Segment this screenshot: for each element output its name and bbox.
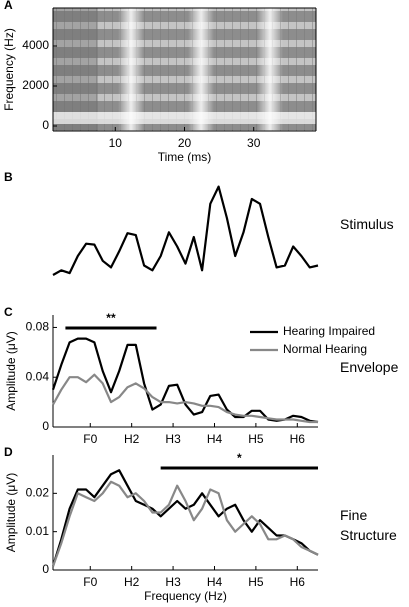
legend-label: Hearing Impaired <box>283 324 375 338</box>
panel-letter: B <box>4 170 13 184</box>
y-axis-label: Amplitude (μV) <box>4 331 18 411</box>
x-tick-label: H6 <box>290 575 306 589</box>
x-tick-label: 10 <box>109 136 123 150</box>
y-tick-label: 0.01 <box>26 524 50 538</box>
x-tick-label: 30 <box>247 136 261 150</box>
y-axis-label: Frequency (Hz) <box>2 28 16 111</box>
row-label: Fine Structure <box>340 507 397 543</box>
x-tick-label: H6 <box>290 432 306 446</box>
x-tick-label: H4 <box>207 432 223 446</box>
x-tick-label: H5 <box>248 575 264 589</box>
legend-label: Normal Hearing <box>283 342 367 356</box>
series-line <box>51 469 319 567</box>
x-tick-label: F0 <box>83 575 97 589</box>
x-tick-label: H2 <box>124 432 140 446</box>
y-tick-label: 0.04 <box>26 369 50 383</box>
series-line <box>51 337 319 424</box>
row-label: Envelope <box>340 359 399 375</box>
x-tick-label: F0 <box>83 432 97 446</box>
x-tick-label: H3 <box>165 432 181 446</box>
panel-letter: C <box>4 305 13 319</box>
significance-star: * <box>237 451 242 465</box>
y-tick-label: 0.08 <box>26 320 50 334</box>
x-tick-label: H5 <box>248 432 264 446</box>
stimulus-line <box>52 185 319 276</box>
y-axis-label: Amplitude (μV) <box>4 473 18 553</box>
x-tick-label: H2 <box>124 575 140 589</box>
series-line <box>51 480 319 567</box>
significance-star: ** <box>106 311 116 325</box>
y-tick-label: 4000 <box>22 38 49 52</box>
panel-letter: A <box>4 0 13 12</box>
y-tick-label: 2000 <box>22 78 49 92</box>
row-label: Stimulus <box>340 216 394 232</box>
y-tick-label: 0 <box>42 419 49 433</box>
series-line <box>52 373 318 424</box>
x-tick-label: H3 <box>165 575 181 589</box>
x-tick-label: 20 <box>178 136 192 150</box>
y-tick-label: 0 <box>42 562 49 576</box>
y-tick-label: 0 <box>42 118 49 132</box>
y-tick-label: 0.02 <box>26 486 50 500</box>
x-tick-label: H4 <box>207 575 223 589</box>
x-axis-label: Frequency (Hz) <box>144 589 227 603</box>
panel-letter: D <box>4 445 13 459</box>
x-axis-label: Time (ms) <box>158 150 212 164</box>
spectrogram-image <box>53 8 316 131</box>
